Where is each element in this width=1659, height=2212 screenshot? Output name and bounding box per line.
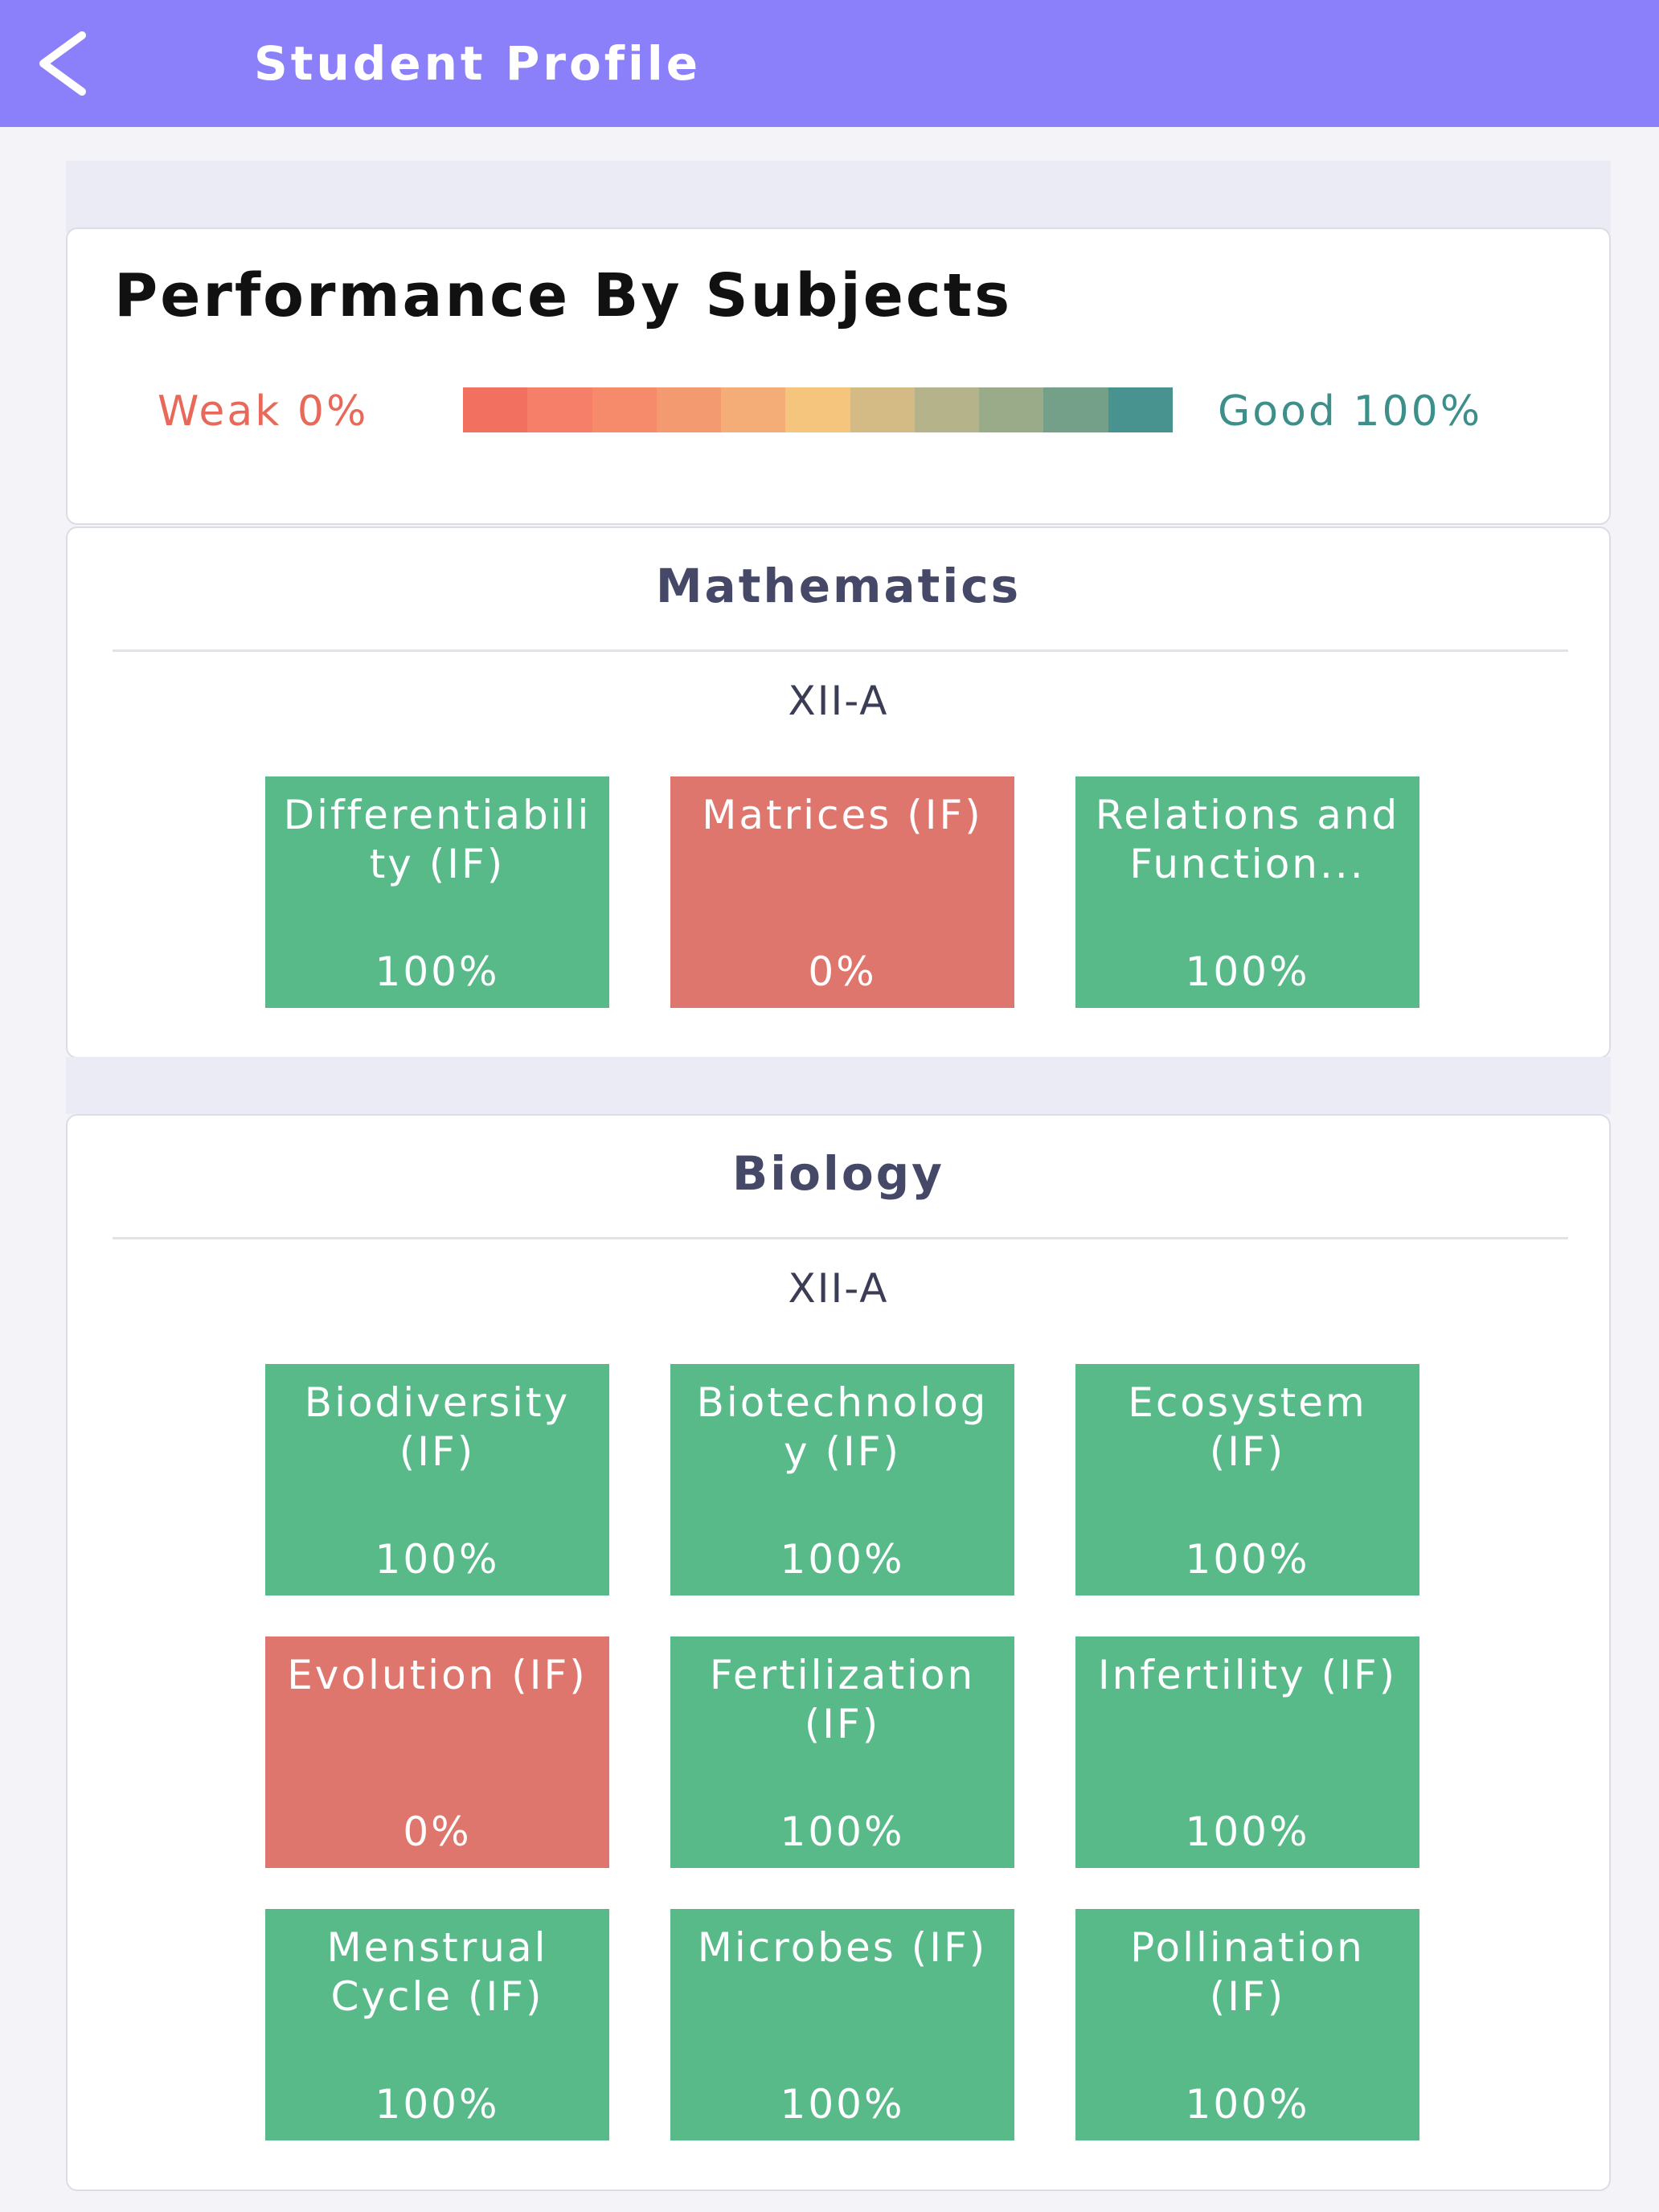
legend-scale [463, 387, 1173, 432]
topic-name: Relations and Function... [1095, 792, 1400, 887]
topic-tile: Biotechnology (IF) 100% [670, 1364, 1014, 1596]
topic-score: 100% [375, 2081, 500, 2128]
topic-name: Pollination (IF) [1130, 1924, 1365, 2020]
topic-score: 0% [808, 948, 877, 995]
scale-swatch [979, 387, 1044, 432]
topic-tile: Pollination (IF) 100% [1075, 1909, 1419, 2140]
class-label: XII-A [788, 678, 889, 724]
topic-name: Infertility (IF) [1097, 1652, 1398, 1698]
topic-score: 100% [780, 1809, 905, 1855]
subject-card: Mathematics XII-A Differentiability (IF) 10… [66, 526, 1611, 1059]
topic-tile: Differentiability (IF) 100% [265, 776, 609, 1008]
scale-swatch [850, 387, 915, 432]
topic-score: 100% [780, 1536, 905, 1583]
topic-score: 100% [1185, 1809, 1310, 1855]
legend-low: Weak 0% [158, 387, 369, 436]
scale-swatch [463, 387, 528, 432]
topic-score: 100% [1185, 948, 1310, 995]
topic-score: 100% [375, 948, 500, 995]
topic-name: Evolution (IF) [287, 1652, 588, 1698]
topic-tile: Evolution (IF) 0% [265, 1636, 609, 1868]
topic-score: 100% [375, 1536, 500, 1583]
topic-tile: Relations and Function... 100% [1075, 776, 1419, 1008]
header-bar: Student Profile [0, 0, 1659, 127]
topic-name: Matrices (IF) [702, 792, 983, 838]
subject-name: Biology [732, 1146, 944, 1201]
divider [113, 649, 1568, 652]
topic-score: 100% [780, 2081, 905, 2128]
topic-score: 0% [403, 1809, 472, 1855]
topic-name: Fertilization (IF) [709, 1652, 976, 1747]
subject-name: Mathematics [655, 559, 1022, 613]
topic-name: Ecosystem (IF) [1128, 1379, 1367, 1475]
topic-tile: Infertility (IF) 100% [1075, 1636, 1419, 1868]
section-band [66, 1057, 1611, 1114]
topic-tile: Menstrual Cycle (IF) 100% [265, 1909, 609, 2140]
scale-swatch [527, 387, 592, 432]
scale-swatch [785, 387, 850, 432]
topic-tile: Biodiversity (IF) 100% [265, 1364, 609, 1596]
scale-swatch [1043, 387, 1108, 432]
header-title: Student Profile [254, 36, 702, 91]
topic-score: 100% [1185, 2081, 1310, 2128]
legend-card: Performance By Subjects Weak 0% Good 100… [66, 227, 1611, 525]
legend-title: Performance By Subjects [114, 261, 1013, 330]
topic-name: Differentiability (IF) [283, 792, 592, 887]
topic-tile: Ecosystem (IF) 100% [1075, 1364, 1419, 1596]
scale-swatch [592, 387, 657, 432]
topic-name: Microbes (IF) [697, 1924, 988, 1971]
topic-tile: Fertilization (IF) 100% [670, 1636, 1014, 1868]
topic-tile: Matrices (IF) 0% [670, 776, 1014, 1008]
topic-name: Biotechnology (IF) [696, 1379, 989, 1475]
class-label: XII-A [788, 1265, 889, 1312]
topic-name: Menstrual Cycle (IF) [326, 1924, 548, 2020]
scale-swatch [1108, 387, 1173, 432]
legend-high: Good 100% [1218, 387, 1483, 436]
back-button[interactable] [32, 29, 96, 98]
subject-card: Biology XII-A Biodiversity (IF) 100% Biotech… [66, 1114, 1611, 2191]
topic-name: Biodiversity (IF) [304, 1379, 571, 1475]
scale-swatch [656, 387, 722, 432]
topic-score: 100% [1185, 1536, 1310, 1583]
divider [113, 1237, 1568, 1239]
topic-tile: Microbes (IF) 100% [670, 1909, 1014, 2140]
scale-swatch [914, 387, 980, 432]
scale-swatch [721, 387, 786, 432]
section-band [66, 161, 1611, 233]
